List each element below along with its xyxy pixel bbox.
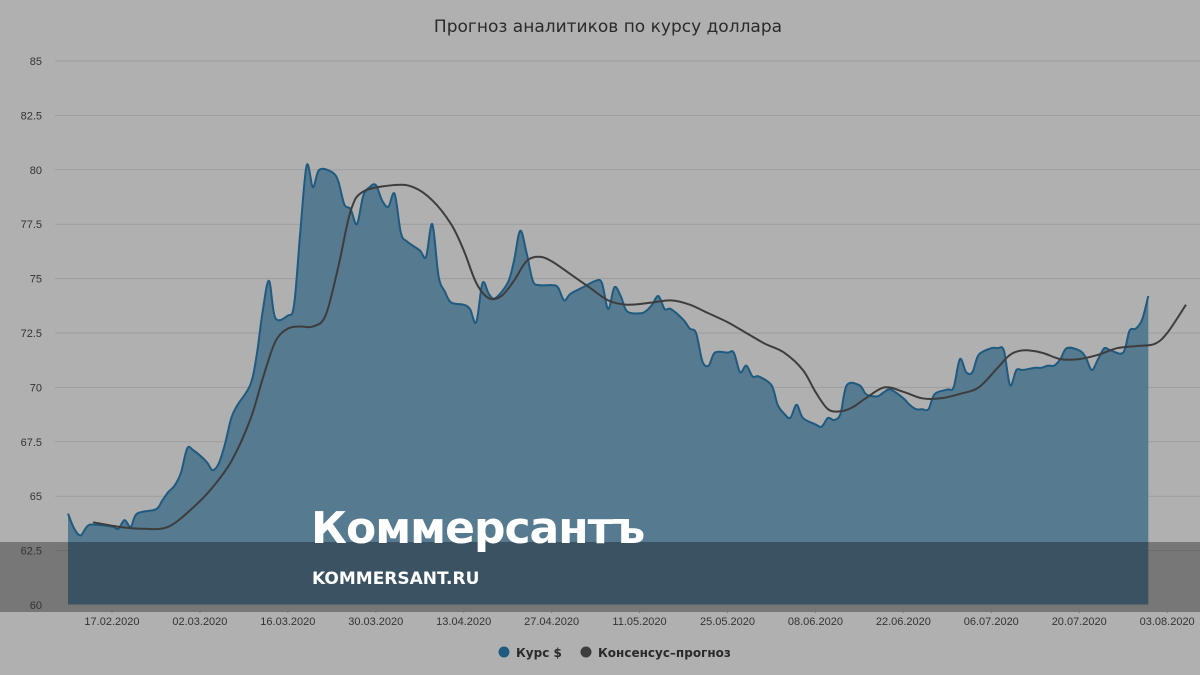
y-tick-label: 62.5 <box>21 546 42 558</box>
watermark-band-rect <box>0 542 1200 612</box>
x-tick-label: 13.04.2020 <box>436 616 491 628</box>
x-tick-label: 11.05.2020 <box>612 616 666 628</box>
legend-item-label[interactable]: Курс $ <box>516 646 562 660</box>
y-tick-label: 70 <box>30 382 42 394</box>
x-tick-label: 03.08.2020 <box>1140 616 1195 628</box>
chart-title: Прогноз аналитиков по курсу доллара <box>434 17 782 37</box>
x-tick-label: 02.03.2020 <box>172 616 227 628</box>
rate-area-fill <box>68 164 1149 606</box>
x-tick-label: 22.06.2020 <box>876 616 931 628</box>
watermark-url: KOMMERSANT.RU <box>312 569 479 589</box>
y-tick-label: 77.5 <box>21 219 42 231</box>
y-tick-label: 72.5 <box>21 328 42 340</box>
x-tick-label: 30.03.2020 <box>348 616 403 628</box>
legend-marker <box>580 646 592 658</box>
rate-line <box>67 163 1150 537</box>
x-tick-label: 17.02.2020 <box>84 616 139 628</box>
x-tick-label: 25.05.2020 <box>700 616 755 628</box>
x-tick-label: 06.07.2020 <box>964 616 1019 628</box>
consensus-line <box>92 183 1187 531</box>
y-tick-label: 85 <box>30 56 42 68</box>
y-tick-label: 60 <box>30 600 42 612</box>
x-tick-label: 08.06.2020 <box>788 616 843 628</box>
axes: 60 62.5 65 67.5 70 72.5 75 77.5 80 82.5 85 17.02.20… <box>21 56 1200 628</box>
legend: Курс $ Консенсус–прогноз <box>498 646 731 660</box>
y-tick-label: 82.5 <box>21 110 42 122</box>
y-tick-label: 67.5 <box>21 437 42 449</box>
watermark-band <box>0 542 1200 612</box>
y-tick-label: 75 <box>30 274 42 286</box>
legend-item-label[interactable]: Консенсус–прогноз <box>598 646 731 660</box>
plot-area <box>67 163 1150 606</box>
x-tick-label: 20.07.2020 <box>1052 616 1107 628</box>
watermark-brand: Коммерсантъ <box>311 503 644 554</box>
legend-marker <box>498 646 510 658</box>
y-tick-label: 65 <box>30 491 42 503</box>
x-tick-label: 16.03.2020 <box>260 616 315 628</box>
y-tick-label: 80 <box>30 165 42 177</box>
consensus-layer <box>92 183 1187 531</box>
x-tick-label: 27.04.2020 <box>524 616 579 628</box>
